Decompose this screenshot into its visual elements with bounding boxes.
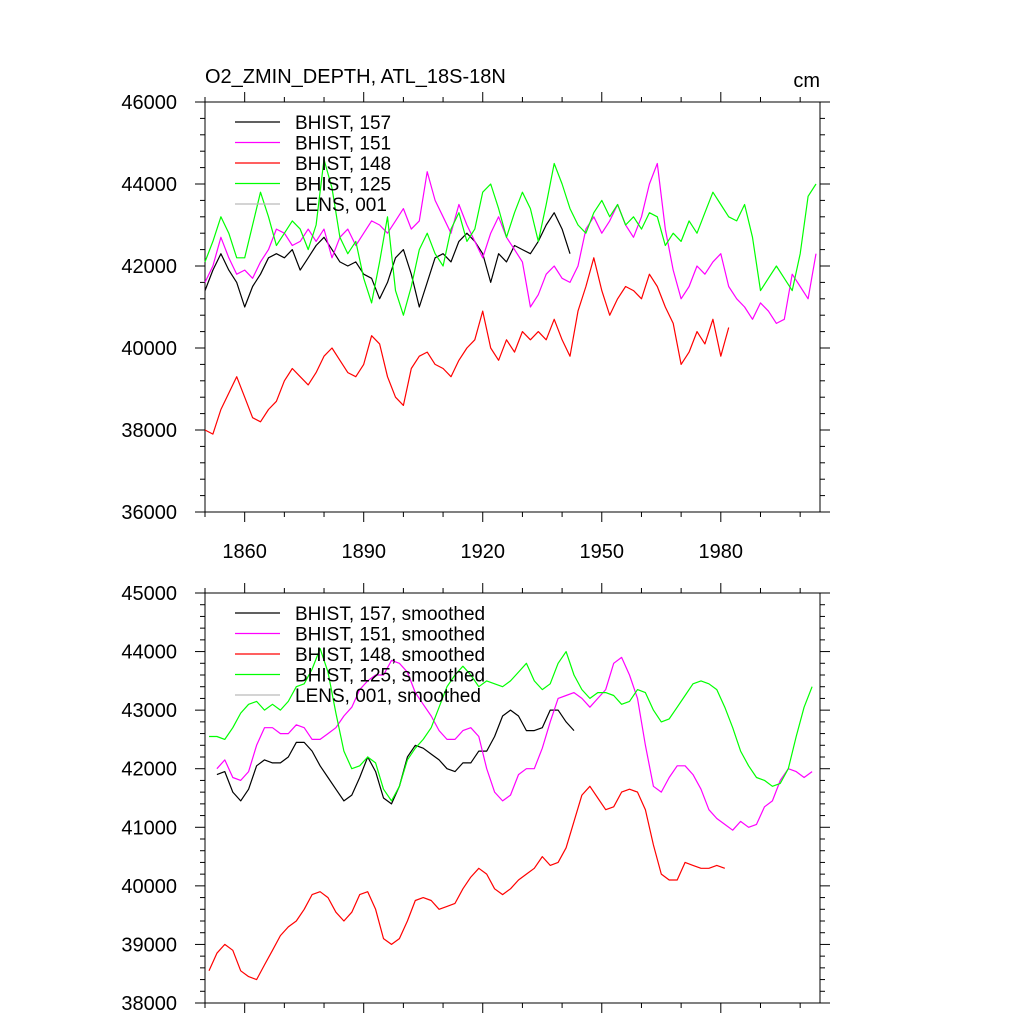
y-tick-label: 40000 — [121, 338, 177, 360]
y-tick-label: 44000 — [121, 642, 177, 664]
panel-smoothed-series: 38000 39000 40000 41000 42000 43000 44000 45000… — [121, 583, 830, 1015]
legend-label: BHIST, 148 — [295, 154, 391, 175]
series-line — [204, 257, 730, 435]
chart-title: O2_ZMIN_DEPTH, ATL_18S-18N — [205, 66, 506, 88]
series-line — [204, 162, 817, 324]
x-tick-label: 1980 — [699, 541, 744, 563]
y-tick-label: 46000 — [121, 92, 177, 114]
y-tick-label: 40000 — [121, 876, 177, 898]
series-lines — [204, 158, 817, 435]
y-tick-label: 38000 — [121, 993, 177, 1015]
y-tick-label: 42000 — [121, 759, 177, 781]
axis-ticks: 38000 39000 40000 41000 42000 43000 44000 45000 — [121, 583, 830, 1015]
panel-raw-series: O2_ZMIN_DEPTH, ATL_18S-18N cm 1860 1890 19… — [121, 66, 830, 563]
x-tick-label: 1950 — [580, 541, 625, 563]
legend-label: BHIST, 148, smoothed — [295, 645, 485, 666]
series-line — [216, 656, 813, 831]
y-tick-label: 41000 — [121, 817, 177, 839]
x-tick-label: 1890 — [341, 541, 386, 563]
y-tick-label: 42000 — [121, 256, 177, 278]
legend-label: BHIST, 125, smoothed — [295, 666, 485, 687]
y-tick-label: 43000 — [121, 700, 177, 722]
legend-label: BHIST, 125 — [295, 175, 391, 196]
series-line — [208, 785, 726, 981]
y-tick-label: 45000 — [121, 583, 177, 605]
legend-label: BHIST, 157, smoothed — [295, 604, 485, 625]
y-tick-label: 44000 — [121, 174, 177, 196]
series-line — [216, 709, 575, 805]
plot-frame — [204, 101, 821, 513]
legend-label: BHIST, 151 — [295, 134, 391, 155]
plot-frame — [204, 592, 821, 1004]
x-tick-label: 1860 — [222, 541, 267, 563]
series-line — [204, 212, 571, 308]
axis-ticks: 1860 1890 1920 1950 1980 36000 38000 40000 42000… — [121, 92, 830, 563]
series-line — [209, 647, 813, 802]
y-tick-label: 39000 — [121, 934, 177, 956]
legend-label: BHIST, 157 — [295, 113, 391, 134]
legend-label: BHIST, 151, smoothed — [295, 625, 485, 646]
y-tick-label: 38000 — [121, 420, 177, 442]
legend-label: LENS, 001, smoothed — [295, 686, 481, 707]
legend-label: LENS, 001 — [295, 195, 387, 216]
series-line — [204, 158, 817, 316]
units-label: cm — [793, 70, 820, 92]
series-lines — [208, 647, 813, 981]
x-tick-label: 1920 — [460, 541, 505, 563]
y-tick-label: 36000 — [121, 502, 177, 524]
